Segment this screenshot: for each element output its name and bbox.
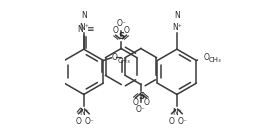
Text: O: O (75, 117, 81, 126)
Text: N: N (174, 11, 180, 20)
Text: S: S (118, 32, 124, 41)
Text: O: O (204, 53, 210, 62)
Text: O⁻: O⁻ (116, 19, 126, 28)
Text: O: O (123, 26, 129, 35)
Text: O: O (143, 98, 149, 107)
Text: N⁺: N⁺ (172, 108, 182, 117)
Text: O⁻: O⁻ (84, 117, 94, 126)
Text: O: O (169, 117, 174, 126)
Text: S: S (138, 92, 144, 101)
Text: N: N (78, 25, 83, 34)
Text: N⁺: N⁺ (172, 23, 182, 32)
Text: O⁻: O⁻ (177, 117, 187, 126)
Text: N⁺: N⁺ (79, 23, 89, 32)
Text: ≡: ≡ (86, 25, 93, 34)
Text: O⁻: O⁻ (136, 105, 146, 114)
Text: O: O (113, 26, 119, 35)
Text: CH₃: CH₃ (209, 57, 222, 63)
Text: CH₃: CH₃ (117, 57, 130, 64)
Text: N⁺: N⁺ (79, 108, 89, 117)
Text: O: O (112, 53, 118, 62)
Text: N: N (81, 11, 87, 20)
Text: O: O (133, 98, 139, 107)
